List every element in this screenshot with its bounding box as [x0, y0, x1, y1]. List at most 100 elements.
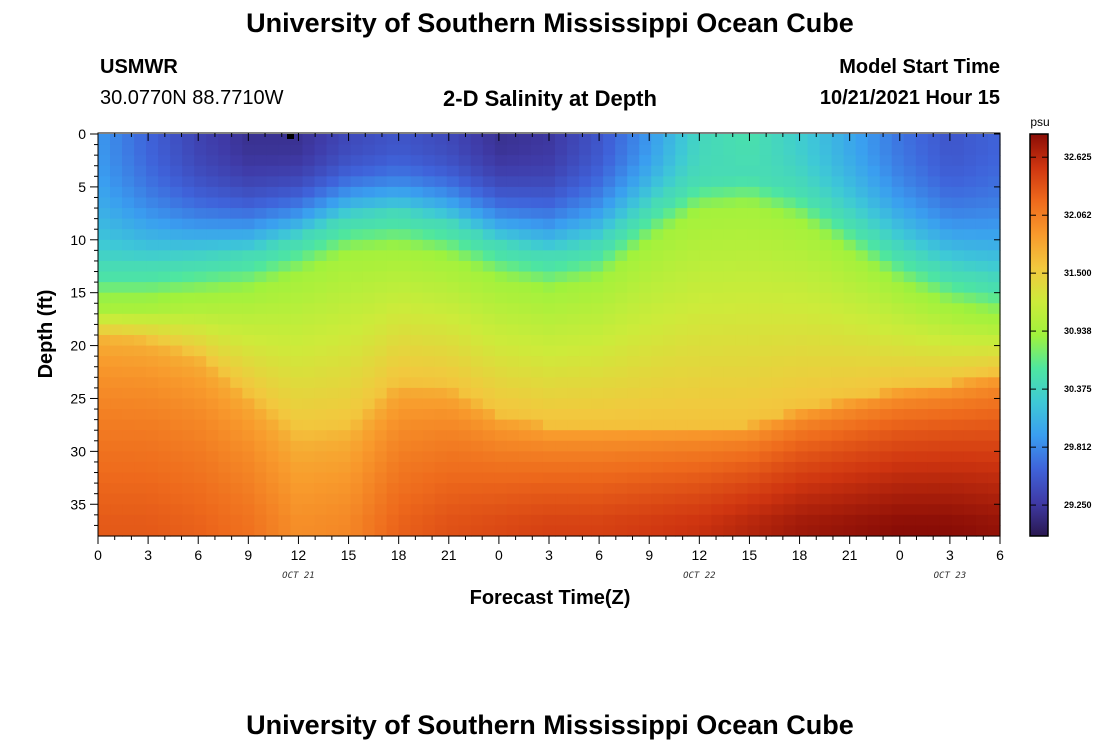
- heatmap-cell: [831, 451, 845, 463]
- heatmap-cell: [338, 419, 352, 431]
- heatmap-cell: [446, 493, 460, 505]
- heatmap-cell: [879, 356, 893, 368]
- heatmap-cell: [422, 451, 436, 463]
- heatmap-cell: [530, 493, 544, 505]
- heatmap-cell: [446, 356, 460, 368]
- heatmap-cell: [987, 335, 1001, 347]
- heatmap-cell: [699, 313, 712, 326]
- heatmap-cell: [747, 483, 761, 495]
- heatmap-cell: [819, 303, 833, 315]
- heatmap-cell: [338, 155, 352, 167]
- heatmap-cell: [951, 377, 965, 389]
- heatmap-cell: [194, 218, 207, 230]
- heatmap-cell: [783, 472, 797, 484]
- heatmap-cell: [518, 282, 532, 294]
- heatmap-cell: [362, 440, 376, 452]
- heatmap-cell: [530, 165, 544, 177]
- heatmap-cell: [290, 483, 304, 495]
- heatmap-cell: [230, 440, 243, 452]
- heatmap-cell: [747, 387, 761, 400]
- heatmap-cell: [855, 356, 869, 368]
- heatmap-cell: [987, 239, 1001, 251]
- heatmap-cell: [843, 483, 857, 495]
- heatmap-cell: [783, 377, 797, 389]
- heatmap-cell: [506, 218, 520, 230]
- heatmap-cell: [843, 525, 857, 537]
- heatmap-cell: [470, 345, 484, 357]
- heatmap-cell: [735, 356, 749, 368]
- heatmap-cell: [374, 165, 388, 177]
- heatmap-cell: [350, 303, 364, 315]
- heatmap-cell: [206, 493, 219, 505]
- heatmap-cell: [675, 461, 688, 474]
- heatmap-cell: [711, 260, 724, 273]
- heatmap-cell: [338, 186, 352, 199]
- heatmap-cell: [146, 387, 159, 400]
- heatmap-cell: [350, 345, 364, 357]
- heatmap-cell: [506, 303, 520, 315]
- heatmap-cell: [963, 260, 977, 273]
- heatmap-cell: [723, 176, 737, 188]
- heatmap-cell: [879, 165, 893, 177]
- heatmap-cell: [867, 356, 881, 368]
- heatmap-cell: [254, 345, 267, 357]
- heatmap-cell: [542, 165, 556, 177]
- heatmap-cell: [182, 504, 195, 516]
- heatmap-cell: [975, 504, 989, 516]
- heatmap-cell: [891, 409, 905, 421]
- heatmap-cell: [302, 155, 316, 167]
- heatmap-cell: [915, 229, 929, 241]
- heatmap-cell: [711, 504, 724, 516]
- heatmap-cell: [434, 483, 448, 495]
- heatmap-cell: [891, 229, 905, 241]
- heatmap-cell: [410, 356, 424, 368]
- heatmap-cell: [470, 377, 484, 389]
- heatmap-cell: [530, 134, 544, 146]
- heatmap-cell: [627, 493, 640, 505]
- heatmap-cell: [374, 440, 388, 452]
- heatmap-cell: [158, 208, 171, 220]
- heatmap-cell: [506, 239, 520, 251]
- heatmap-cell: [915, 451, 929, 463]
- heatmap-cell: [326, 324, 340, 336]
- heatmap-cell: [663, 165, 676, 177]
- heatmap-cell: [170, 229, 183, 241]
- heatmap-cell: [446, 366, 460, 378]
- heatmap-cell: [458, 430, 472, 442]
- heatmap-cell: [518, 504, 532, 516]
- heatmap-cell: [494, 155, 508, 167]
- y-tick-label: 10: [70, 232, 86, 248]
- heatmap-cell: [458, 218, 472, 230]
- heatmap-cell: [675, 303, 688, 315]
- heatmap-cell: [567, 208, 580, 220]
- heatmap-cell: [771, 186, 785, 199]
- heatmap-cell: [134, 356, 147, 368]
- heatmap-cell: [494, 356, 508, 368]
- heatmap-cell: [386, 377, 400, 389]
- heatmap-cell: [434, 313, 448, 326]
- heatmap-cell: [98, 165, 111, 177]
- heatmap-cell: [783, 176, 797, 188]
- heatmap-cell: [795, 409, 809, 421]
- heatmap-cell: [326, 366, 340, 378]
- heatmap-cell: [807, 377, 821, 389]
- heatmap-cell: [290, 155, 304, 167]
- heatmap-cell: [879, 134, 893, 146]
- heatmap-cell: [915, 472, 929, 484]
- heatmap-cell: [915, 504, 929, 516]
- heatmap-cell: [386, 461, 400, 474]
- heatmap-cell: [194, 387, 207, 400]
- heatmap-cell: [591, 345, 604, 357]
- heatmap-cell: [627, 218, 640, 230]
- heatmap-cell: [759, 377, 773, 389]
- heatmap-cell: [951, 345, 965, 357]
- heatmap-cell: [326, 197, 340, 209]
- heatmap-cell: [975, 324, 989, 336]
- heatmap-cell: [687, 134, 700, 146]
- heatmap-cell: [122, 514, 135, 527]
- heatmap-cell: [951, 493, 965, 505]
- heatmap-cell: [807, 250, 821, 262]
- heatmap-cell: [146, 303, 159, 315]
- heatmap-cell: [518, 292, 532, 304]
- heatmap-cell: [242, 504, 255, 516]
